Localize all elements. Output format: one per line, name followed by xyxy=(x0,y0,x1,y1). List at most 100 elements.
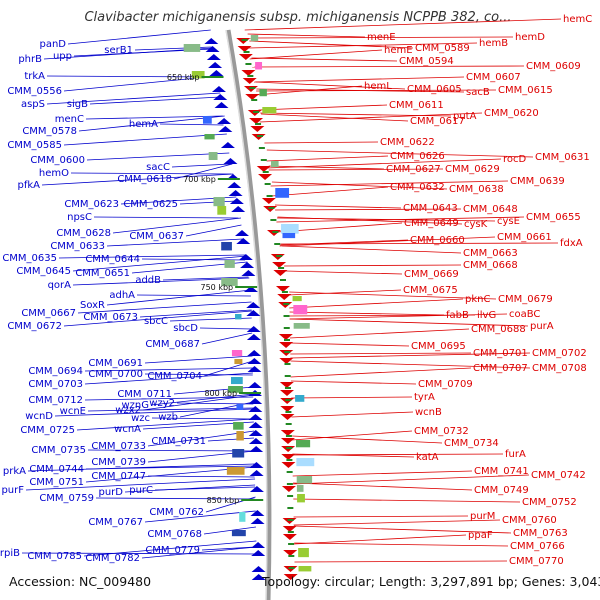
left-gene-label: hemA xyxy=(129,119,158,130)
right-gene-label: hemL xyxy=(364,81,392,92)
right-leader-line xyxy=(292,435,443,444)
left-leader-line xyxy=(84,372,253,385)
right-leader-line xyxy=(288,289,402,296)
left-gene-label: CMM_0779 xyxy=(145,545,200,556)
scale-label: 700 kbp xyxy=(183,175,216,184)
left-gene-label: CMM_0651 xyxy=(75,268,130,279)
right-leader-line xyxy=(285,270,403,275)
right-gene-label: CMM_0605 xyxy=(407,84,462,95)
plus-gene-arrow xyxy=(279,382,294,388)
plus-gene-arrow xyxy=(272,262,287,268)
right-gene-label: purM xyxy=(470,511,495,522)
right-leader-line xyxy=(289,313,508,320)
left-gene-label: CMM_0767 xyxy=(88,517,143,528)
right-leader-line xyxy=(252,65,525,68)
left-gene-label: CMM_0618 xyxy=(117,174,172,185)
right-gene-label: CMM_0626 xyxy=(390,151,445,162)
left-gene-label: addB xyxy=(135,275,161,286)
left-leader-line xyxy=(154,486,256,491)
right-gene-label: CMM_0589 xyxy=(415,43,470,54)
left-leader-line xyxy=(162,276,249,281)
minus-gene-arrow xyxy=(246,310,261,316)
minus-gene-arrow xyxy=(243,286,258,292)
minus-gene-arrow xyxy=(251,566,266,572)
minus-gene-arrow xyxy=(227,182,242,188)
left-leader-line xyxy=(176,402,254,405)
right-gene-label: CMM_0643 xyxy=(403,203,458,214)
left-gene-label: sigB xyxy=(67,99,88,110)
minus-gene-arrow xyxy=(248,414,263,420)
right-leader-line xyxy=(270,180,509,187)
left-gene-label: wcnE xyxy=(60,406,86,417)
right-gene-label: ilvG xyxy=(477,310,496,321)
left-leader-lines xyxy=(21,29,257,559)
right-leader-line xyxy=(294,560,508,563)
right-leader-line xyxy=(291,396,413,399)
right-leader-line xyxy=(260,112,452,117)
minus-gene-arrow xyxy=(238,254,253,260)
right-gene-label: CMM_0702 xyxy=(532,348,587,359)
feature-block xyxy=(262,107,277,114)
minus-gene-arrow xyxy=(248,398,263,404)
minus-gene-arrow xyxy=(214,102,229,108)
right-leader-line xyxy=(289,328,470,339)
scale-label: 850 kbp xyxy=(207,496,240,505)
left-gene-label: wznG xyxy=(121,400,149,411)
right-leader-line xyxy=(271,186,389,197)
left-gene-label: CMM_0623 xyxy=(64,199,119,210)
feature-block xyxy=(296,440,311,448)
left-gene-label: upp xyxy=(53,51,72,62)
left-leader-line xyxy=(150,393,254,406)
left-gene-label: CMM_0739 xyxy=(91,457,146,468)
right-leader-line xyxy=(292,453,415,458)
left-leader-line xyxy=(144,373,253,376)
plus-gene-arrow xyxy=(283,574,298,580)
left-leader-line xyxy=(142,394,254,411)
left-leader-line xyxy=(63,133,227,146)
plus-gene-arrow xyxy=(249,118,264,124)
left-gene-label: CMM_0635 xyxy=(2,253,57,264)
plus-gene-arrow xyxy=(258,174,273,180)
minus-gene-arrow xyxy=(247,350,262,356)
minus-gene-arrow xyxy=(218,126,233,132)
left-gene-label: CMM_0691 xyxy=(88,358,143,369)
feature-block xyxy=(296,476,313,484)
left-gene-label: CMM_0768 xyxy=(147,529,202,540)
left-gene-label: SoxR xyxy=(80,300,105,311)
right-gene-label: CMM_0770 xyxy=(509,556,564,567)
left-gene-label: qorA xyxy=(48,280,72,291)
right-gene-label: CMM_0763 xyxy=(513,528,568,539)
minus-gene-arrow xyxy=(205,46,220,52)
plus-gene-arrow xyxy=(277,294,292,300)
feature-block xyxy=(275,188,290,198)
left-leader-line xyxy=(84,396,254,401)
minus-gene-arrow xyxy=(247,366,262,372)
feature-block xyxy=(259,89,267,97)
minus-gene-arrow xyxy=(246,302,261,308)
plus-gene-arrow xyxy=(280,414,295,420)
plus-gene-arrow xyxy=(281,462,296,468)
left-leader-line xyxy=(89,96,221,105)
right-gene-label: CMM_0617 xyxy=(410,116,465,127)
left-leader-line xyxy=(112,217,242,234)
left-gene-label: wzx2 xyxy=(115,405,141,416)
left-leader-line xyxy=(46,75,216,78)
right-leader-line xyxy=(292,474,530,485)
left-leader-line xyxy=(171,163,231,168)
left-gene-label: CMM_0578 xyxy=(22,126,77,137)
plus-gene-arrow xyxy=(275,286,290,292)
right-gene-label: CMM_0632 xyxy=(390,182,445,193)
left-gene-label: CMM_0625 xyxy=(123,199,178,210)
minus-gene-arrow xyxy=(248,406,263,412)
right-leader-line xyxy=(256,89,497,92)
plus-gene-arrow xyxy=(278,334,293,340)
right-leader-line xyxy=(293,519,501,526)
right-leader-line xyxy=(289,298,464,309)
right-gene-label: CMM_0708 xyxy=(532,363,587,374)
minus-gene-arrow xyxy=(231,206,246,212)
left-gene-label: CMM_0703 xyxy=(28,379,83,390)
right-gene-label: fdxA xyxy=(560,238,583,249)
right-gene-label: hemC xyxy=(563,14,592,25)
minus-gene-arrow xyxy=(229,198,244,204)
